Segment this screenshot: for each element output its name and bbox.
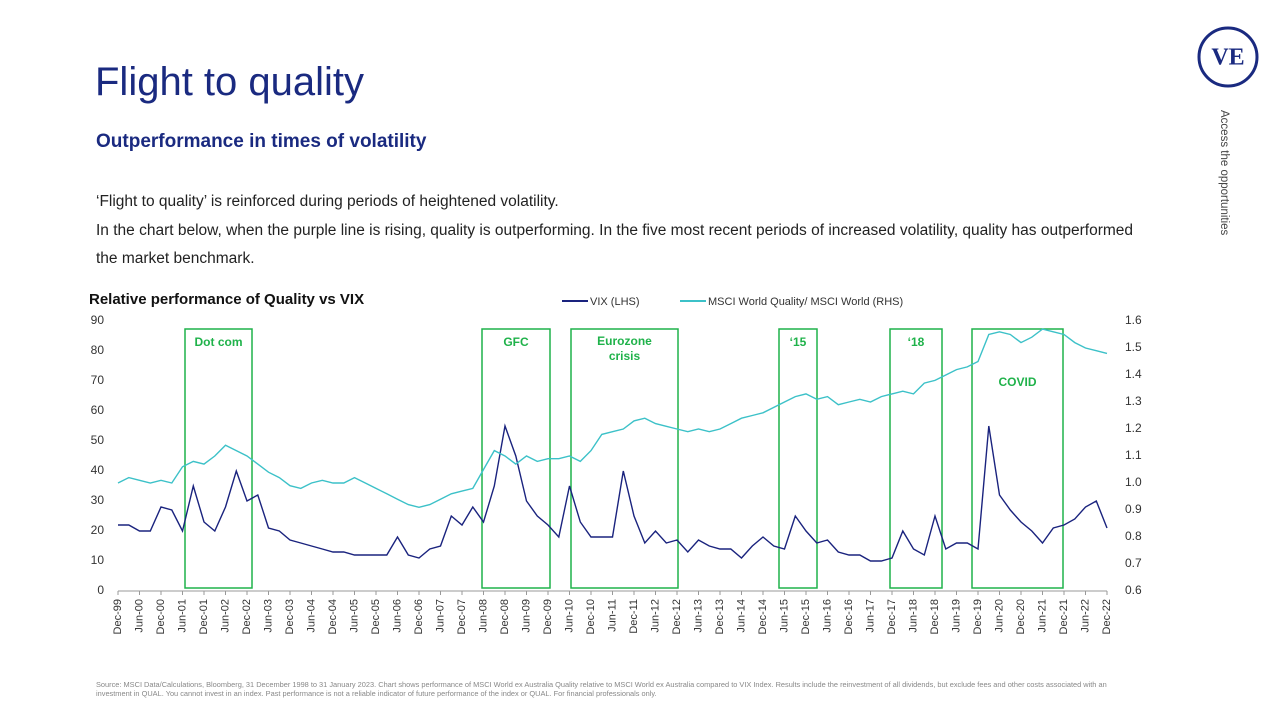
paragraph: In the chart below, when the purple line… — [96, 221, 1134, 268]
period-box — [184, 328, 253, 589]
x-tick-label: Dec-04 — [327, 599, 339, 634]
y2-tick-label: 1.4 — [1125, 367, 1142, 381]
y2-tick-label: 1.6 — [1125, 313, 1142, 327]
period-label-line: crisis — [609, 349, 641, 363]
x-tick-label: Jun-13 — [692, 599, 704, 633]
x-tick-label: Dec-14 — [757, 599, 769, 634]
source-note: Source: MSCI Data/Calculations, Bloomber… — [96, 680, 1107, 698]
x-tick-label: Jun-16 — [821, 599, 833, 633]
logo-ring — [1197, 26, 1259, 88]
x-tick-label: Dec-05 — [370, 599, 382, 634]
y2-tick-label: 1.3 — [1125, 394, 1142, 408]
x-tick-label: Jun-15 — [778, 599, 790, 633]
x-tick-label: Jun-21 — [1036, 599, 1048, 633]
x-tick-label: Dec-18 — [929, 599, 941, 634]
x-tick-label: Dec-09 — [542, 599, 554, 634]
period-label: ‘15 — [790, 335, 807, 349]
x-tick-label: Dec-21 — [1058, 599, 1070, 634]
x-tick-label: Dec-19 — [972, 599, 984, 634]
period-box — [778, 328, 818, 589]
series-line — [118, 423, 1108, 562]
y-tick-label: 40 — [91, 463, 105, 477]
x-tick-label: Jun-17 — [864, 599, 876, 633]
y-tick-label: 30 — [91, 493, 105, 507]
y2-tick-label: 1.2 — [1125, 421, 1142, 435]
y-tick-label: 70 — [91, 373, 105, 387]
y-tick-label: 10 — [91, 553, 105, 567]
body-text: ‘Flight to quality’ is reinforced during… — [96, 188, 1146, 274]
y2-tick-label: 0.7 — [1125, 556, 1142, 570]
y2-tick-label: 1.0 — [1125, 475, 1142, 489]
period-box — [570, 328, 679, 589]
x-tick-label: Dec-13 — [714, 599, 726, 634]
x-tick-label: Dec-99 — [112, 599, 124, 634]
chart-title: Relative performance of Quality vs VIX — [89, 291, 364, 308]
y-tick-label: 0 — [97, 583, 104, 597]
x-tick-label: Jun-22 — [1079, 599, 1091, 633]
x-tick-label: Dec-02 — [241, 599, 253, 634]
y2-tick-label: 0.6 — [1125, 583, 1142, 597]
period-box — [971, 328, 1064, 589]
y-tick-label: 60 — [91, 403, 105, 417]
x-tick-label: Jun-11 — [606, 599, 618, 632]
y-tick-label: 20 — [91, 523, 105, 537]
paragraph: ‘Flight to quality’ is reinforced during… — [96, 193, 559, 210]
x-tick-label: Dec-00 — [155, 599, 167, 634]
y2-tick-label: 1.1 — [1125, 448, 1142, 462]
period-label: Dot com — [195, 335, 243, 349]
x-tick-label: Jun-03 — [262, 599, 274, 633]
x-tick-label: Dec-10 — [585, 599, 597, 634]
period-label: ‘18 — [908, 335, 925, 349]
period-label: Eurozone crisis — [597, 334, 652, 363]
legend-label: VIX (LHS) — [590, 296, 640, 308]
series-line — [117, 328, 1108, 509]
x-tick-label: Jun-10 — [563, 599, 575, 633]
period-label: GFC — [503, 335, 529, 349]
x-tick-label: Dec-08 — [499, 599, 511, 634]
x-tick-label: Jun-09 — [520, 599, 532, 633]
y2-tick-label: 1.5 — [1125, 340, 1142, 354]
x-tick-label: Jun-19 — [950, 599, 962, 633]
x-tick-label: Jun-01 — [176, 599, 188, 633]
x-tick-label: Jun-05 — [348, 599, 360, 633]
y2-tick-label: 0.9 — [1125, 502, 1142, 516]
x-tick-label: Dec-22 — [1101, 599, 1113, 634]
x-tick-label: Dec-12 — [671, 599, 683, 634]
x-tick-label: Dec-01 — [198, 599, 210, 634]
period-label: COVID — [998, 375, 1036, 389]
x-tick-label: Dec-16 — [843, 599, 855, 634]
x-tick-label: Dec-17 — [886, 599, 898, 634]
y2-tick-label: 0.8 — [1125, 529, 1142, 543]
x-tick-label: Jun-18 — [907, 599, 919, 633]
x-tick-label: Dec-15 — [800, 599, 812, 634]
x-tick-label: Jun-00 — [133, 599, 145, 633]
tagline: Access the opportunities — [1218, 110, 1230, 236]
logo: VE — [1211, 45, 1244, 71]
x-tick-label: Dec-06 — [413, 599, 425, 634]
y-tick-label: 90 — [91, 313, 105, 327]
x-tick-label: Jun-14 — [735, 599, 747, 633]
x-tick-label: Jun-20 — [993, 599, 1005, 633]
x-tick-label: Dec-11 — [628, 599, 640, 634]
x-tick-label: Jun-02 — [219, 599, 231, 633]
x-tick-label: Jun-06 — [391, 599, 403, 633]
x-tick-label: Jun-08 — [477, 599, 489, 633]
x-tick-label: Dec-03 — [284, 599, 296, 634]
title: Flight to quality — [95, 60, 365, 104]
x-tick-label: Jun-07 — [434, 599, 446, 633]
x-tick-label: Dec-20 — [1015, 599, 1027, 634]
y-tick-label: 80 — [91, 343, 105, 357]
period-box — [889, 328, 943, 589]
y-tick-label: 50 — [91, 433, 105, 447]
period-label-line: Eurozone — [597, 334, 652, 348]
subtitle: Outperformance in times of volatility — [96, 131, 427, 152]
x-tick-label: Jun-12 — [649, 599, 661, 633]
legend-label: MSCI World Quality/ MSCI World (RHS) — [708, 296, 903, 308]
x-tick-label: Dec-07 — [456, 599, 468, 634]
x-tick-label: Jun-04 — [305, 599, 317, 633]
